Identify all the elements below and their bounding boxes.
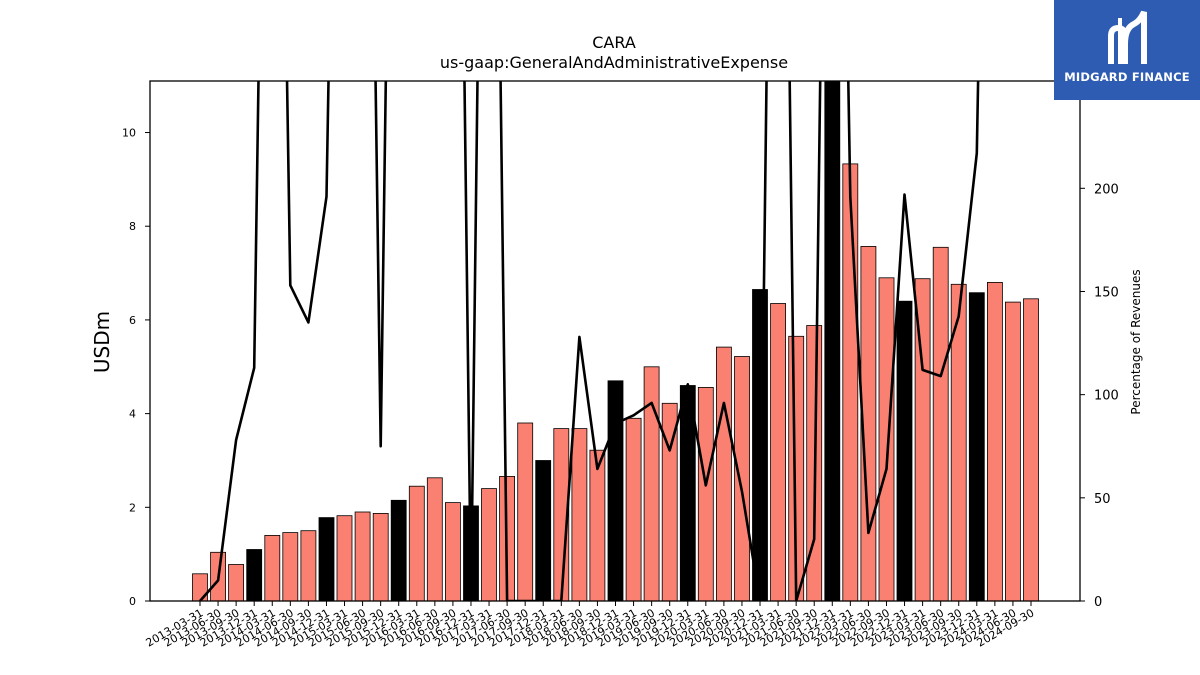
- chart-subtitle: us-gaap:GeneralAndAdministrativeExpense: [440, 53, 788, 72]
- bar-layer: [192, 80, 1039, 602]
- bar-2021-03-31: [770, 303, 786, 602]
- y-tick-label: 2: [129, 501, 136, 514]
- bar-2020-09-30: [734, 356, 750, 602]
- y2-tick-label: 50: [1094, 492, 1111, 507]
- y-tick-label: 4: [129, 408, 136, 421]
- bar-2024-09-30: [1023, 298, 1039, 602]
- bar-2014-03-31: [264, 535, 281, 602]
- bar-2014-12-31: [318, 517, 335, 602]
- bar-2017-09-30: [517, 422, 534, 602]
- bar-2015-12-31: [390, 499, 407, 602]
- bar-2014-09-30: [300, 530, 317, 602]
- revenue-percentage-line: [199, 81, 980, 601]
- y2-tick-label: 100: [1094, 389, 1119, 404]
- bar-2015-03-31: [336, 515, 353, 602]
- bar-2022-12-31: [896, 300, 913, 602]
- bar-2017-03-31: [481, 488, 497, 602]
- bar-2013-12-31: [246, 549, 263, 602]
- y2-tick-label: 150: [1094, 285, 1119, 300]
- bar-2023-12-31: [968, 292, 985, 602]
- line-layer: [199, 81, 980, 601]
- logo-mark-icon: [1108, 10, 1147, 64]
- y-axis-label: USDm: [90, 311, 114, 373]
- logo-text: MIDGARD FINANCE: [1064, 70, 1190, 84]
- bar-2015-06-30: [354, 511, 371, 602]
- bar-2017-12-31: [535, 460, 552, 602]
- bar-2024-03-31: [987, 281, 1003, 602]
- bar-2020-03-31: [697, 386, 714, 602]
- bar-2018-09-30: [589, 449, 606, 602]
- bar-2024-06-30: [1005, 301, 1021, 602]
- bar-2020-06-30: [716, 346, 732, 602]
- bar-2018-12-31: [607, 380, 624, 602]
- brand-logo: MIDGARD FINANCE: [1054, 0, 1200, 100]
- bar-2014-06-30: [282, 532, 299, 602]
- bar-2022-03-31: [842, 163, 859, 602]
- bar-2016-03-31: [408, 485, 425, 602]
- bar-2019-03-31: [625, 417, 642, 602]
- bar-2023-06-30: [932, 246, 949, 602]
- bar-2016-09-30: [444, 502, 461, 602]
- bar-2016-06-30: [426, 477, 443, 602]
- bar-2018-06-30: [571, 428, 588, 602]
- y2-tick-label: 0: [1094, 595, 1102, 610]
- y-tick-label: 6: [129, 314, 136, 327]
- bar-2013-09-30: [228, 564, 245, 602]
- y2-axis-label: Percentage of Revenues: [1129, 269, 1143, 414]
- y-tick-label: 0: [129, 595, 136, 608]
- chart-title: CARA: [592, 33, 636, 52]
- bar-2021-12-31: [824, 80, 841, 602]
- y-tick-label: 10: [122, 127, 136, 140]
- y-tick-label: 8: [129, 220, 136, 233]
- y2-tick-label: 200: [1094, 182, 1119, 197]
- bar-2022-09-30: [878, 277, 895, 602]
- bar-2015-09-30: [372, 513, 389, 602]
